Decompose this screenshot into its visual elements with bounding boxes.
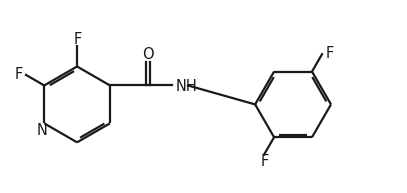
Text: F: F: [260, 154, 269, 169]
Text: NH: NH: [176, 79, 197, 94]
Text: F: F: [325, 46, 333, 61]
Text: O: O: [142, 47, 154, 62]
Text: F: F: [15, 67, 23, 82]
Text: F: F: [74, 32, 82, 47]
Text: N: N: [37, 123, 48, 138]
